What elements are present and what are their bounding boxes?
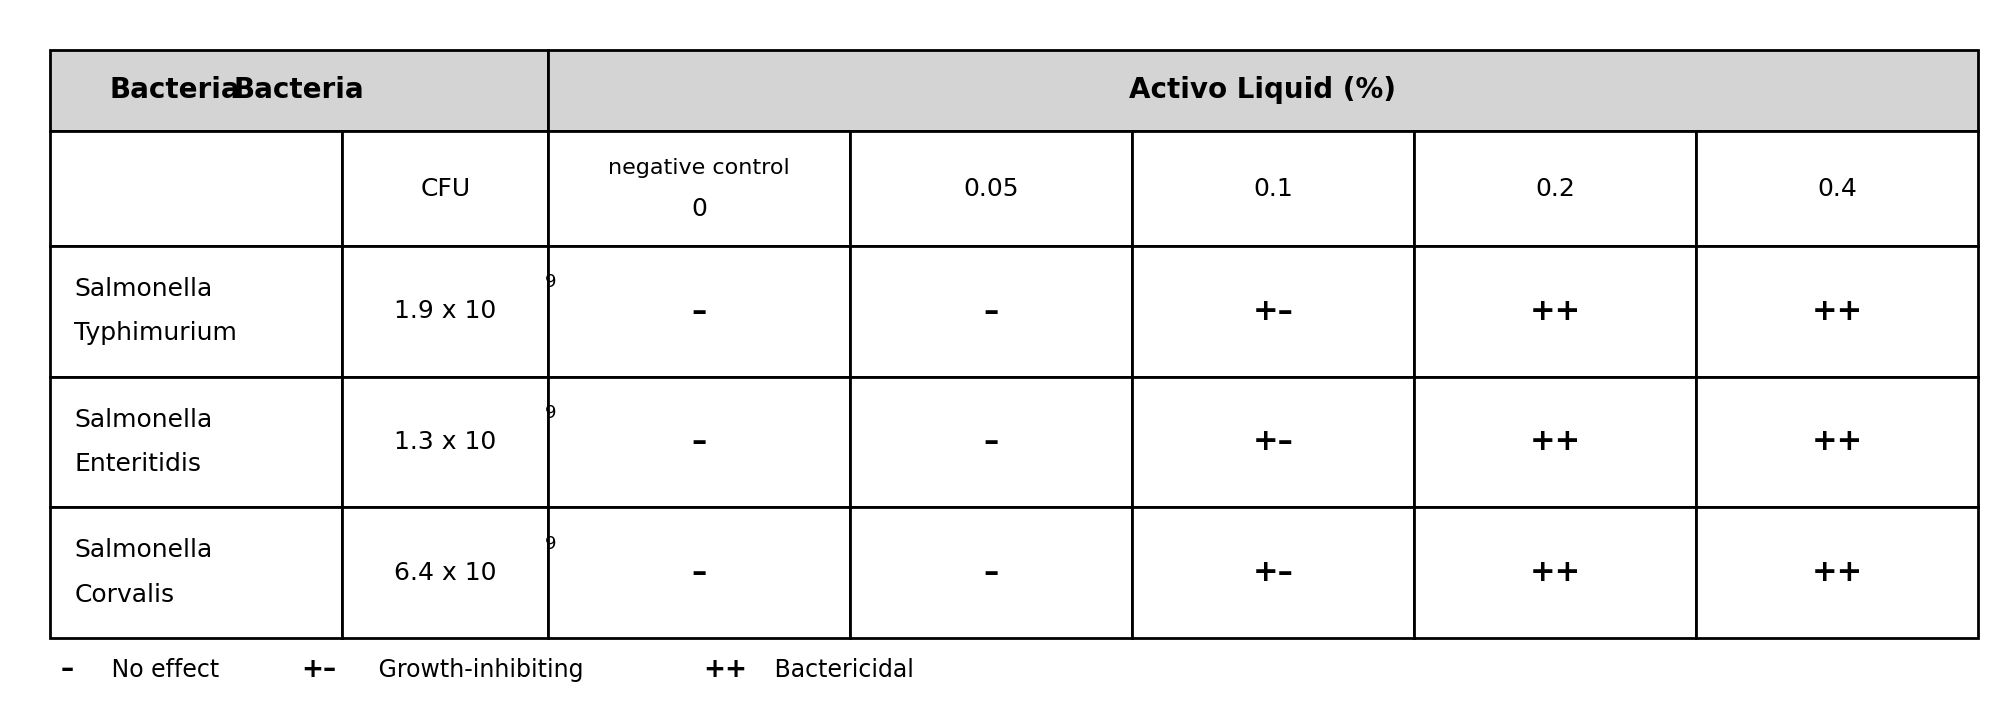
Text: –: – — [690, 296, 706, 325]
Text: negative control: negative control — [608, 158, 791, 178]
Text: Corvalis: Corvalis — [74, 583, 175, 607]
Text: +–: +– — [301, 657, 335, 683]
Text: –: – — [983, 296, 999, 325]
Bar — [548, 246, 851, 376]
Bar — [851, 246, 1132, 376]
Bar — [1696, 246, 1977, 376]
Text: 1.9 x 10: 1.9 x 10 — [393, 299, 496, 323]
Bar — [548, 508, 851, 638]
Bar — [1413, 376, 1696, 508]
Text: 9: 9 — [544, 404, 556, 422]
Bar — [851, 131, 1132, 246]
Bar — [50, 508, 341, 638]
Text: Salmonella: Salmonella — [74, 408, 213, 432]
Text: ++: ++ — [1529, 296, 1580, 325]
Text: Bacteria: Bacteria — [108, 77, 241, 104]
Text: Activo Liquid (%): Activo Liquid (%) — [1128, 77, 1395, 104]
Bar — [1413, 131, 1696, 246]
Text: No effect: No effect — [104, 658, 219, 682]
Bar — [548, 50, 1977, 131]
Bar — [851, 376, 1132, 508]
Bar — [851, 508, 1132, 638]
Text: CFU: CFU — [419, 177, 470, 201]
Text: ++: ++ — [1810, 296, 1862, 325]
Text: ++: ++ — [1529, 428, 1580, 457]
Text: Salmonella: Salmonella — [74, 277, 213, 301]
Bar — [341, 246, 548, 376]
Text: +–: +– — [1252, 558, 1293, 587]
Text: Enteritidis: Enteritidis — [74, 452, 201, 476]
Text: +–: +– — [1252, 428, 1293, 457]
Bar — [1696, 131, 1977, 246]
Text: 6.4 x 10: 6.4 x 10 — [393, 561, 496, 585]
Bar — [1413, 508, 1696, 638]
Text: 9: 9 — [544, 535, 556, 553]
Text: Bactericidal: Bactericidal — [767, 658, 913, 682]
Text: –: – — [60, 657, 74, 683]
Bar — [1132, 508, 1413, 638]
Text: ++: ++ — [1810, 428, 1862, 457]
Bar — [50, 376, 341, 508]
Text: ++: ++ — [1529, 558, 1580, 587]
Text: 0: 0 — [690, 197, 706, 221]
Bar — [1132, 246, 1413, 376]
Bar — [1413, 246, 1696, 376]
Bar — [50, 50, 548, 131]
Text: 1.3 x 10: 1.3 x 10 — [393, 430, 496, 454]
Bar — [341, 376, 548, 508]
Bar — [50, 131, 341, 246]
Bar — [341, 131, 548, 246]
Text: 9: 9 — [544, 274, 556, 291]
Bar — [1696, 508, 1977, 638]
Text: Salmonella: Salmonella — [74, 538, 213, 562]
Text: Growth-inhibiting: Growth-inhibiting — [371, 658, 584, 682]
Text: –: – — [690, 558, 706, 587]
Text: ++: ++ — [1810, 558, 1862, 587]
Text: 0.4: 0.4 — [1816, 177, 1856, 201]
Bar — [1132, 131, 1413, 246]
Text: –: – — [690, 428, 706, 457]
Bar — [1696, 376, 1977, 508]
Text: Bacteria: Bacteria — [233, 77, 363, 104]
Text: 0.2: 0.2 — [1535, 177, 1573, 201]
Text: 0.1: 0.1 — [1252, 177, 1293, 201]
Text: +–: +– — [1252, 296, 1293, 325]
Text: –: – — [983, 428, 999, 457]
Text: 0.05: 0.05 — [963, 177, 1020, 201]
Bar — [548, 131, 851, 246]
Text: Typhimurium: Typhimurium — [74, 321, 237, 345]
Text: –: – — [983, 558, 999, 587]
Text: ++: ++ — [702, 657, 747, 683]
Bar — [50, 246, 341, 376]
Bar — [341, 508, 548, 638]
Bar — [548, 376, 851, 508]
Bar — [1132, 376, 1413, 508]
